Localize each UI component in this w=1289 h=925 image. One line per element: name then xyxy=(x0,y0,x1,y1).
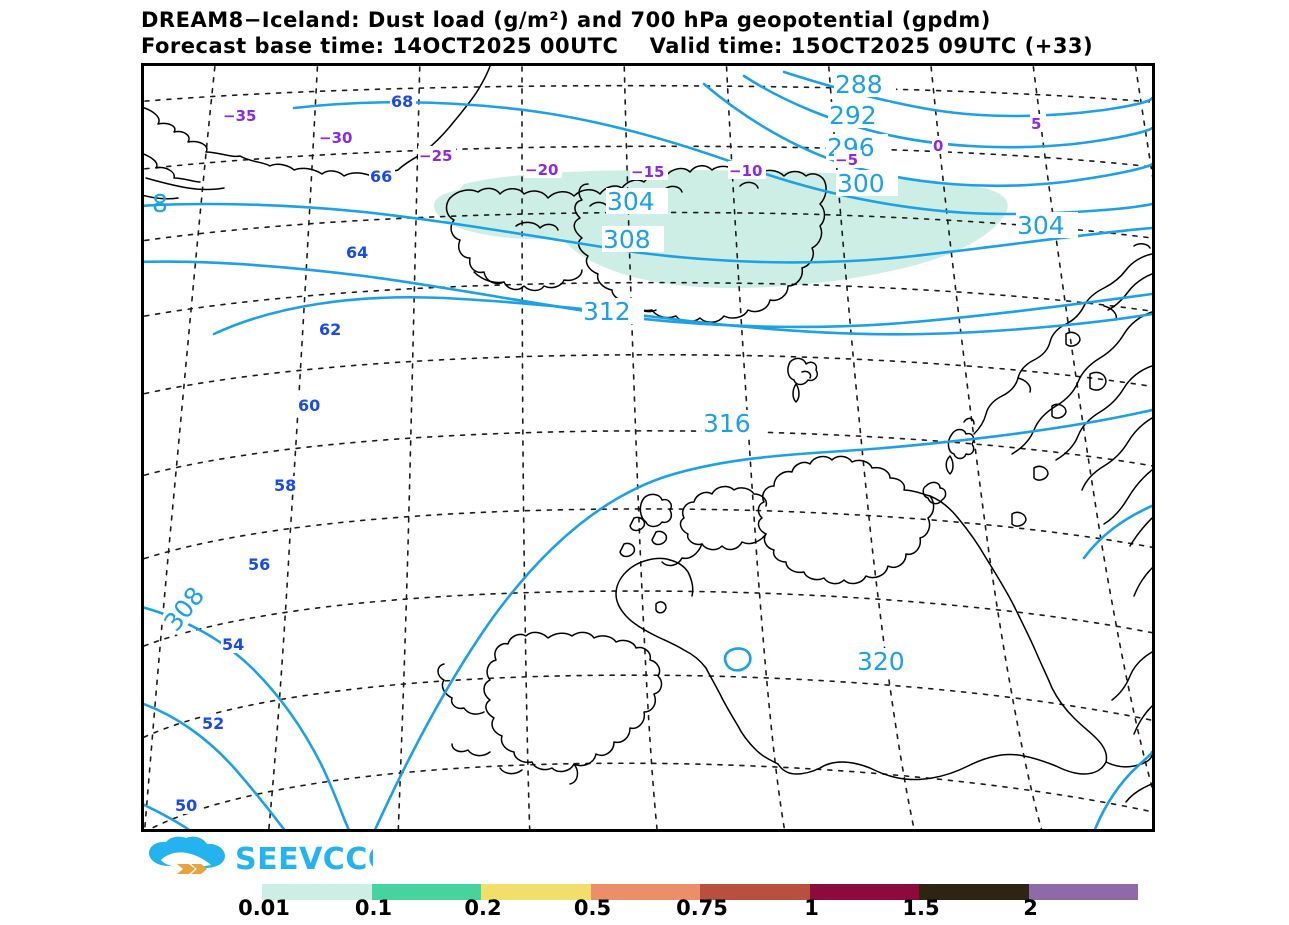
contour-312 xyxy=(212,295,1152,336)
contour-320 xyxy=(723,647,752,672)
logo-text: SEEVCCC xyxy=(235,842,373,877)
colorbar-label-4: 0.75 xyxy=(676,896,728,920)
colorbar-segment-6 xyxy=(919,884,1029,900)
colorbar-segment-2 xyxy=(481,884,591,900)
contour-316 xyxy=(373,408,1152,829)
svg-text:8: 8 xyxy=(152,189,168,218)
svg-text:−20: −20 xyxy=(525,161,558,179)
forecast-time-subtitle: Forecast base time: 14OCT2025 00UTC Vali… xyxy=(141,34,1094,58)
svg-text:5: 5 xyxy=(1031,115,1041,133)
svg-text:50: 50 xyxy=(175,796,197,815)
chart-title-block: DREAM8−Iceland: Dust load (g/m²) and 700… xyxy=(141,8,1289,59)
contour-sw-a xyxy=(144,702,286,829)
svg-text:56: 56 xyxy=(248,555,270,574)
svg-text:54: 54 xyxy=(222,635,244,654)
contour-sw-b xyxy=(144,803,191,829)
cloud-icon xyxy=(149,836,225,868)
svg-text:−5: −5 xyxy=(835,151,858,169)
svg-text:288: 288 xyxy=(835,70,883,99)
map-panel: 288 292 296 300 304 304 308 312 xyxy=(141,63,1155,832)
svg-text:320: 320 xyxy=(857,647,905,676)
svg-text:68: 68 xyxy=(391,92,413,111)
colorbar-label-0: 0.01 xyxy=(238,896,290,920)
colorbar-segment-7 xyxy=(1028,884,1138,900)
colorbar-label-1: 0.1 xyxy=(354,896,393,920)
svg-text:−30: −30 xyxy=(319,129,352,147)
contour-296 xyxy=(702,82,1152,188)
svg-text:−35: −35 xyxy=(223,107,256,125)
arrow-icon xyxy=(177,864,207,874)
colorbar-segment-0 xyxy=(262,884,372,900)
colorbar-segment-1 xyxy=(371,884,481,900)
colorbar xyxy=(262,884,1138,900)
seevccc-logo: SEEVCCC xyxy=(143,836,373,878)
contour-308-sw xyxy=(144,606,350,829)
map-canvas: 288 292 296 300 304 304 308 312 xyxy=(144,66,1152,829)
colorbar-segment-5 xyxy=(809,884,919,900)
svg-text:312: 312 xyxy=(583,297,631,326)
svg-text:0: 0 xyxy=(933,137,943,155)
longitude-labels: −35 −30 −25 −20 −15 −10 −5 0 5 xyxy=(222,106,1046,181)
svg-text:62: 62 xyxy=(319,320,341,339)
svg-text:304: 304 xyxy=(1017,211,1065,240)
dust-load-shading xyxy=(433,170,1008,288)
contour-292 xyxy=(742,74,1152,149)
svg-text:292: 292 xyxy=(829,101,877,130)
latitude-labels: 68 66 64 62 60 58 56 54 52 50 xyxy=(174,92,416,815)
svg-text:−25: −25 xyxy=(419,147,452,165)
coastlines xyxy=(144,66,1152,803)
contour-right-a xyxy=(1082,504,1152,560)
svg-text:66: 66 xyxy=(370,167,392,186)
svg-text:58: 58 xyxy=(274,476,296,495)
colorbar-labels: 0.01 0.1 0.2 0.5 0.75 1 1.5 2 xyxy=(0,896,1289,924)
contour-labels: 288 292 296 300 304 304 308 312 xyxy=(152,70,1078,676)
colorbar-segments xyxy=(262,884,1138,900)
colorbar-label-3: 0.5 xyxy=(573,896,612,920)
svg-text:−10: −10 xyxy=(729,162,762,180)
colorbar-label-7: 2 xyxy=(1023,896,1038,920)
svg-text:52: 52 xyxy=(202,714,224,733)
colorbar-segment-4 xyxy=(700,884,810,900)
colorbar-label-2: 0.2 xyxy=(464,896,502,920)
svg-text:304: 304 xyxy=(607,187,655,216)
page-title: DREAM8−Iceland: Dust load (g/m²) and 700… xyxy=(141,8,991,32)
svg-text:308: 308 xyxy=(603,225,651,254)
colorbar-label-5: 1 xyxy=(804,896,819,920)
logo-graphic: SEEVCCC xyxy=(149,836,373,877)
svg-text:64: 64 xyxy=(346,243,368,262)
contour-320-se xyxy=(1093,750,1152,829)
svg-text:−15: −15 xyxy=(631,163,664,181)
svg-text:300: 300 xyxy=(837,169,885,198)
svg-text:60: 60 xyxy=(298,396,320,415)
colorbar-label-6: 1.5 xyxy=(902,896,940,920)
svg-text:316: 316 xyxy=(703,409,751,438)
colorbar-segment-3 xyxy=(590,884,700,900)
